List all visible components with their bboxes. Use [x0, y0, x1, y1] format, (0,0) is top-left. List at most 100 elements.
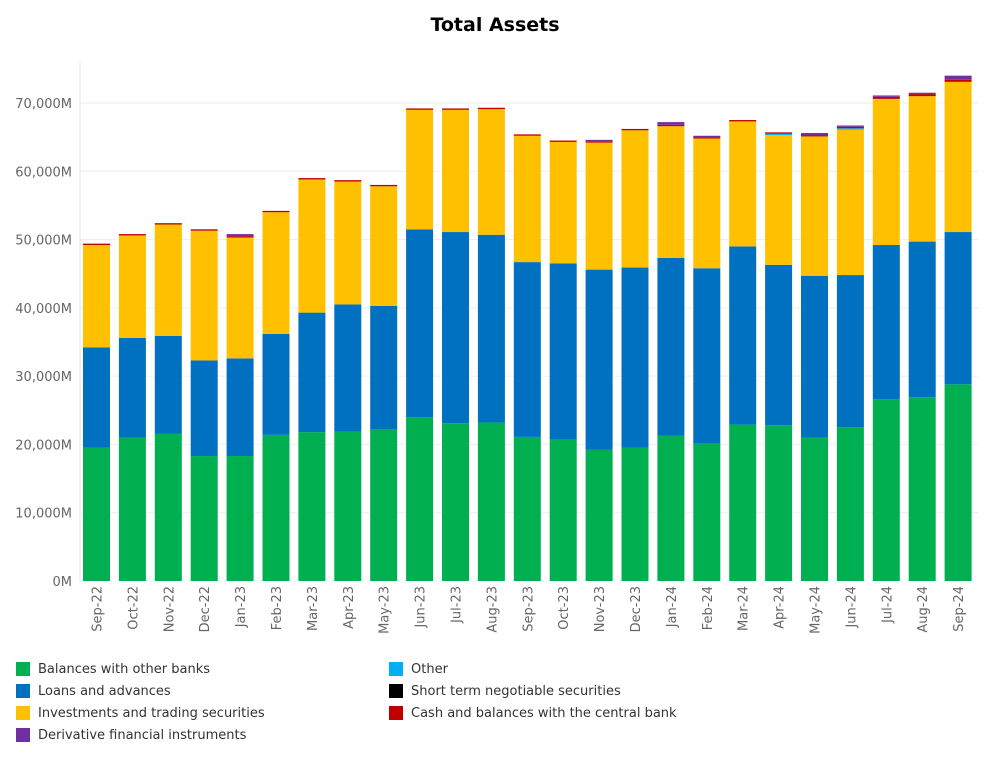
bar-segment[interactable]	[154, 433, 182, 581]
bar-segment[interactable]	[657, 257, 685, 436]
bar-segment[interactable]	[801, 136, 828, 276]
bar-segment[interactable]	[298, 179, 326, 313]
bar-segment[interactable]	[872, 399, 900, 581]
bar-segment[interactable]	[693, 135, 721, 138]
bar-segment[interactable]	[872, 245, 900, 400]
legend-item[interactable]: Other	[389, 658, 677, 680]
bar-segment[interactable]	[477, 422, 505, 581]
bar-segment[interactable]	[118, 337, 146, 438]
bar-segment[interactable]	[585, 141, 613, 143]
bar-segment[interactable]	[621, 130, 649, 268]
bar-segment[interactable]	[226, 234, 254, 237]
bar-segment[interactable]	[836, 128, 864, 130]
bar-segment[interactable]	[908, 397, 936, 581]
bar-segment[interactable]	[262, 212, 290, 334]
bar-segment[interactable]	[908, 241, 936, 398]
bar-segment[interactable]	[442, 109, 469, 233]
bar-segment[interactable]	[406, 108, 434, 110]
bar-segment[interactable]	[657, 124, 685, 127]
bar-segment[interactable]	[657, 435, 685, 581]
bar-segment[interactable]	[944, 232, 972, 385]
bar-segment[interactable]	[765, 264, 793, 426]
bar-segment[interactable]	[513, 262, 541, 437]
bar-segment[interactable]	[513, 135, 541, 263]
bar-segment[interactable]	[836, 126, 864, 129]
bar-segment[interactable]	[944, 79, 972, 82]
bar-segment[interactable]	[836, 427, 864, 581]
bar-segment[interactable]	[657, 122, 685, 125]
bar-segment[interactable]	[118, 234, 146, 236]
bar-segment[interactable]	[872, 96, 900, 99]
bar-segment[interactable]	[549, 439, 577, 581]
bar-segment[interactable]	[442, 108, 469, 110]
bar-segment[interactable]	[513, 134, 541, 136]
bar-segment[interactable]	[765, 132, 793, 134]
bar-segment[interactable]	[154, 224, 182, 336]
bar-segment[interactable]	[908, 92, 936, 95]
bar-segment[interactable]	[944, 81, 972, 233]
legend-item[interactable]: Loans and advances	[16, 680, 265, 702]
bar-segment[interactable]	[477, 109, 505, 235]
bar-segment[interactable]	[226, 236, 254, 238]
bar-segment[interactable]	[693, 137, 721, 139]
bar-segment[interactable]	[729, 121, 757, 247]
bar-segment[interactable]	[262, 210, 290, 213]
legend-item[interactable]: Investments and trading securities	[16, 702, 265, 724]
bar-segment[interactable]	[836, 275, 864, 428]
bar-segment[interactable]	[334, 304, 362, 432]
bar-segment[interactable]	[298, 432, 326, 581]
bar-segment[interactable]	[729, 246, 757, 425]
bar-segment[interactable]	[801, 437, 828, 581]
bar-segment[interactable]	[154, 223, 182, 225]
bar-segment[interactable]	[801, 133, 828, 136]
bar-segment[interactable]	[765, 135, 793, 265]
bar-segment[interactable]	[836, 129, 864, 276]
bar-segment[interactable]	[944, 75, 972, 80]
bar-segment[interactable]	[801, 135, 828, 137]
bar-segment[interactable]	[118, 437, 146, 581]
bar-segment[interactable]	[370, 305, 398, 430]
bar-segment[interactable]	[83, 347, 110, 448]
bar-segment[interactable]	[226, 358, 254, 457]
bar-segment[interactable]	[334, 431, 362, 581]
bar-segment[interactable]	[190, 230, 218, 361]
bar-segment[interactable]	[765, 425, 793, 581]
bar-segment[interactable]	[513, 436, 541, 581]
legend-item[interactable]: Balances with other banks	[16, 658, 265, 680]
bar-segment[interactable]	[83, 245, 110, 348]
legend-item[interactable]: Derivative financial instruments	[16, 724, 265, 746]
bar-segment[interactable]	[585, 449, 613, 581]
bar-segment[interactable]	[334, 181, 362, 305]
bar-segment[interactable]	[585, 142, 613, 270]
bar-segment[interactable]	[370, 186, 398, 306]
bar-segment[interactable]	[190, 456, 218, 581]
bar-segment[interactable]	[226, 237, 254, 359]
bar-segment[interactable]	[621, 267, 649, 448]
bar-segment[interactable]	[406, 229, 434, 418]
bar-segment[interactable]	[406, 109, 434, 230]
bar-segment[interactable]	[693, 138, 721, 269]
bar-segment[interactable]	[621, 128, 649, 131]
bar-segment[interactable]	[190, 229, 218, 231]
bar-segment[interactable]	[872, 98, 900, 246]
bar-segment[interactable]	[262, 434, 290, 581]
bar-segment[interactable]	[298, 178, 326, 180]
bar-segment[interactable]	[190, 360, 218, 457]
bar-segment[interactable]	[908, 96, 936, 242]
bar-segment[interactable]	[585, 139, 613, 142]
bar-segment[interactable]	[801, 275, 828, 438]
bar-segment[interactable]	[729, 424, 757, 581]
bar-segment[interactable]	[370, 429, 398, 581]
legend-item[interactable]: Cash and balances with the central bank	[389, 702, 677, 724]
bar-segment[interactable]	[262, 333, 290, 435]
bar-segment[interactable]	[477, 234, 505, 423]
bar-segment[interactable]	[908, 94, 936, 97]
bar-segment[interactable]	[549, 141, 577, 264]
bar-segment[interactable]	[370, 184, 398, 187]
bar-segment[interactable]	[944, 384, 972, 581]
bar-segment[interactable]	[836, 125, 864, 127]
bar-segment[interactable]	[406, 417, 434, 581]
bar-segment[interactable]	[83, 447, 110, 581]
bar-segment[interactable]	[657, 126, 685, 258]
bar-segment[interactable]	[83, 243, 110, 246]
